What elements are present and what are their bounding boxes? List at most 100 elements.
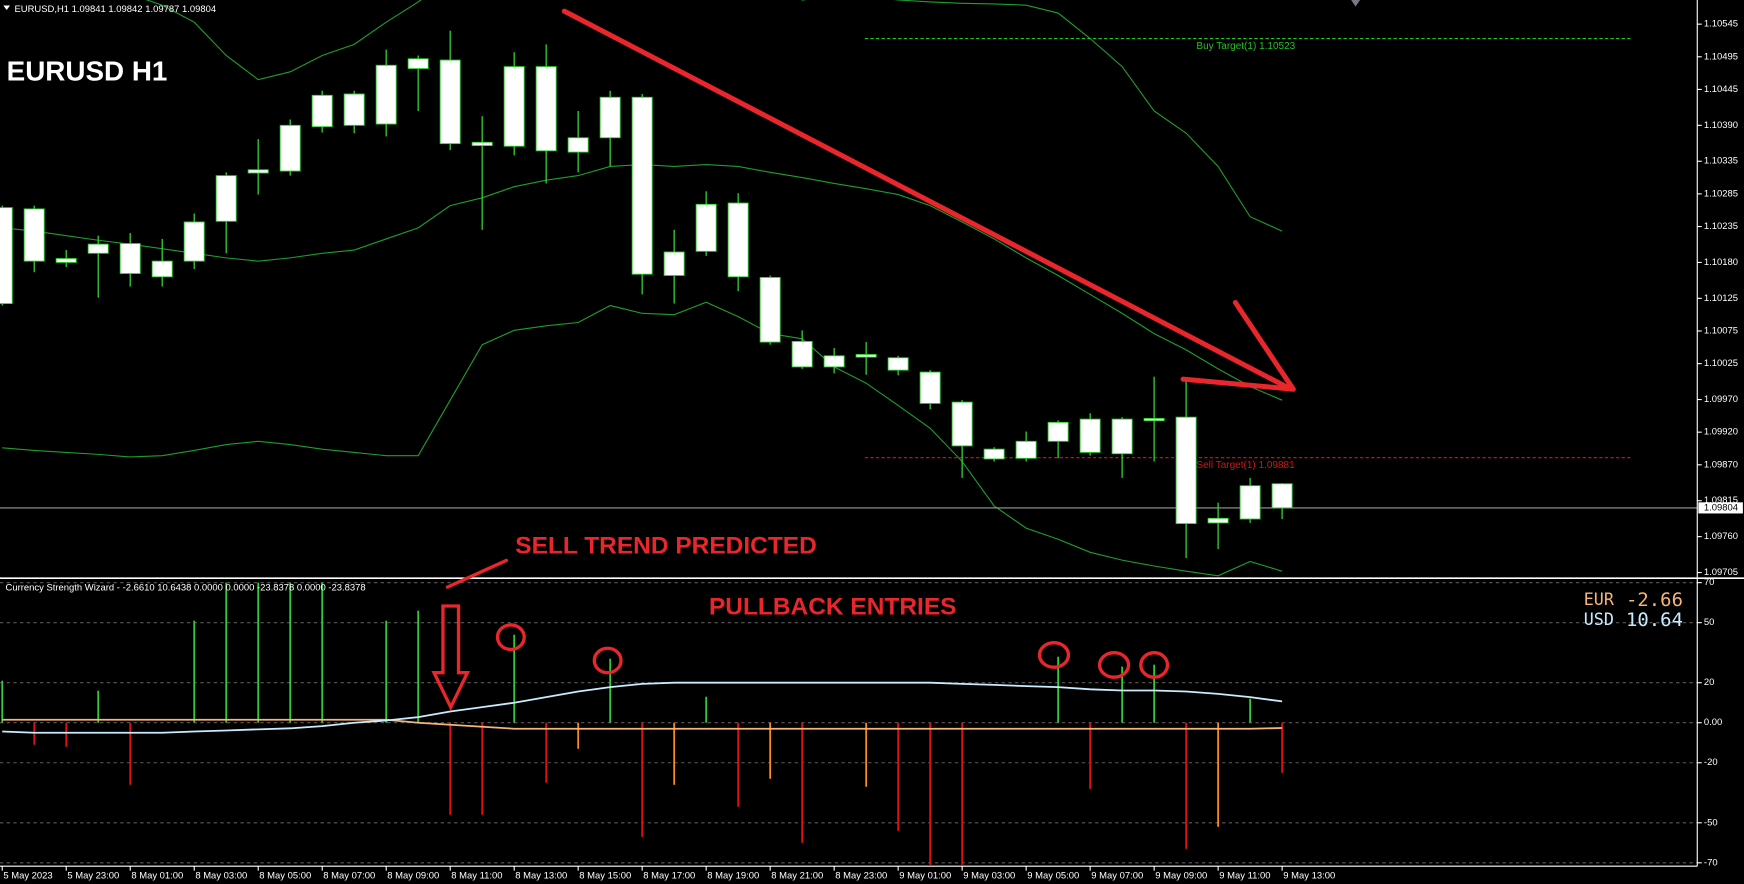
strength-line: [2, 718, 1283, 730]
menu-triangle: [3, 5, 11, 11]
candle-body: [183, 221, 205, 262]
down-arrow: [431, 604, 471, 712]
candle-body: [375, 64, 397, 125]
symbol: EURUSD,H1: [14, 3, 69, 14]
candle-body: [23, 208, 45, 262]
x-tick-label: 8 May 11:00: [451, 871, 502, 882]
strength-bar: [513, 634, 516, 723]
y-tick-label: 70: [1704, 577, 1715, 588]
price-box: [1698, 502, 1743, 514]
y-tick-label: 1.10180: [1704, 257, 1738, 268]
y-tick-label: 1.09705: [1704, 567, 1738, 578]
candle-body: [791, 340, 813, 368]
candle-body: [663, 251, 685, 276]
low-value: 1.09787: [145, 3, 179, 14]
trend-arrow: [561, 8, 1294, 392]
band-line: [2, 301, 1283, 577]
candle-body: [855, 354, 877, 358]
target-label: Sell Target(1) 1.09881: [1196, 460, 1295, 471]
y-tick-label: -70: [1704, 857, 1718, 868]
entry-circle: [1097, 651, 1131, 679]
candle-body: [279, 124, 301, 172]
annotation-text: SELL TREND PREDICTED: [515, 533, 816, 560]
entry-circle: [495, 623, 526, 652]
strength-bar: [609, 658, 612, 723]
y-tick-label: 0.00: [1704, 717, 1722, 728]
candle-body: [1143, 418, 1165, 422]
x-tick-label: 5 May 23:00: [67, 871, 119, 882]
candle-body: [503, 66, 525, 147]
strength-bar: [897, 722, 900, 831]
candle-body: [759, 277, 781, 343]
y-tick-label: -50: [1704, 817, 1718, 828]
strength-bar: [417, 610, 420, 723]
x-tick-label: 9 May 09:00: [1155, 871, 1207, 882]
y-tick-label: 1.10445: [1704, 84, 1738, 95]
candle-body: [1015, 440, 1037, 459]
x-tick-label: 8 May 19:00: [707, 871, 759, 882]
x-tick-label: 8 May 15:00: [579, 871, 631, 882]
legend-name: USD: [1584, 610, 1614, 629]
y-tick-label: 1.09760: [1704, 531, 1738, 542]
price-plot: Buy Target(1) 1.10523 Sell Target(1) 1.09…: [0, 0, 1698, 577]
y-tick-label: 50: [1704, 617, 1715, 628]
x-tick-label: 8 May 05:00: [259, 871, 311, 882]
strength-line: [2, 681, 1283, 734]
candle-body: [599, 96, 621, 139]
shift-marker: [1351, 0, 1361, 7]
strength-bar: [193, 620, 196, 723]
y-tick-label: 1.10125: [1704, 293, 1738, 304]
candle-body: [1239, 485, 1261, 520]
strength-bar: [481, 722, 484, 815]
high-value: 1.09842: [108, 3, 142, 14]
symbol-header: EURUSD,H1 1.09841 1.09842 1.09787 1.0980…: [14, 3, 216, 14]
x-tick-label: 8 May 07:00: [323, 871, 375, 882]
y-tick-label: 1.10075: [1704, 325, 1738, 336]
x-tick-label: 8 May 17:00: [643, 871, 695, 882]
candle-body: [1207, 517, 1229, 524]
strength-bar: [577, 722, 580, 749]
y-tick-label: 1.10025: [1704, 358, 1738, 369]
x-tick-label: 9 May 07:00: [1091, 871, 1143, 882]
strength-bar: [225, 582, 228, 723]
y-tick-label: 1.10285: [1704, 188, 1738, 199]
arrow-head: [1232, 299, 1296, 392]
candle-body: [0, 207, 13, 305]
strength-bar: [1217, 722, 1220, 827]
y-tick-label: 1.09920: [1704, 427, 1738, 438]
strength-bar: [65, 722, 68, 747]
candle-body: [695, 203, 717, 252]
strength-bar: [1, 680, 4, 723]
y-tick-label: 1.09815: [1704, 495, 1738, 506]
candle-body: [567, 137, 589, 153]
candle-body: [823, 355, 845, 368]
x-tick-label: 9 May 01:00: [899, 871, 951, 882]
annotation-text: PULLBACK ENTRIES: [709, 594, 957, 621]
x-tick-label: 8 May 09:00: [387, 871, 439, 882]
candle-body: [247, 169, 269, 174]
candle-body: [919, 371, 941, 404]
y-tick-label: 1.09970: [1704, 394, 1738, 405]
y-tick-label: 1.10390: [1704, 120, 1738, 131]
candle-body: [887, 357, 909, 371]
strength-bar: [1249, 698, 1252, 723]
band-line: [145, 0, 1283, 232]
entry-circle: [592, 646, 623, 675]
open-value: 1.09841: [72, 3, 106, 14]
x-tick-label: 8 May 21:00: [771, 871, 823, 882]
x-tick-label: 8 May 23:00: [835, 871, 887, 882]
candle-body: [311, 94, 333, 128]
x-tick-label: 8 May 13:00: [515, 871, 567, 882]
strength-bar: [129, 722, 132, 785]
strength-bar: [289, 582, 292, 723]
strength-bar: [449, 722, 452, 815]
strength-bar: [97, 690, 100, 723]
strength-bar: [1089, 722, 1092, 789]
legend-value: -2.66: [1626, 589, 1683, 611]
strength-bar: [1153, 664, 1156, 723]
pointer-line: [445, 558, 509, 589]
strength-bar: [321, 582, 324, 723]
